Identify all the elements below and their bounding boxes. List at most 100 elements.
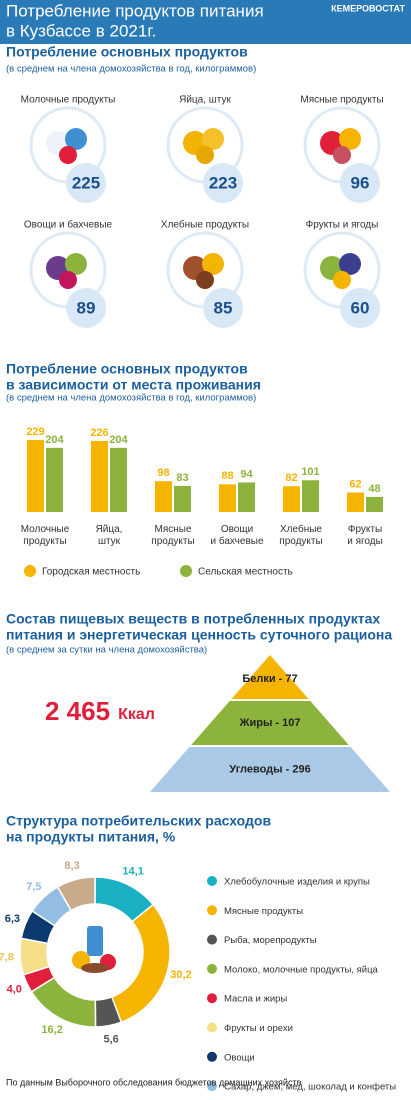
energy-value: 2 465	[45, 696, 110, 726]
product-icon	[65, 253, 87, 275]
section-title: Потребление основных продуктов	[6, 361, 248, 377]
legend-marker	[207, 1081, 217, 1092]
bar	[302, 480, 319, 512]
product-value: 60	[351, 298, 370, 317]
legend-marker	[207, 934, 217, 945]
bar-value: 82	[285, 472, 297, 484]
legend-label: Сахар, джем, мед, шоколад и конфеты	[224, 1082, 396, 1093]
section-title: Состав пищевых веществ в потребленных пр…	[6, 611, 380, 627]
legend-marker	[207, 876, 217, 886]
bar-value: 62	[349, 478, 361, 490]
legend-label: Овощи	[224, 1052, 255, 1063]
energy-unit: Ккал	[118, 706, 155, 723]
donut-slice	[110, 903, 171, 1024]
slice-label: 30,2	[170, 969, 191, 981]
bar-value: 229	[26, 426, 44, 438]
bar-value: 101	[301, 466, 319, 478]
product-label: Овощи и бахчевые	[24, 219, 113, 231]
section-title: Потребление основных продуктов	[6, 44, 248, 60]
legend-marker	[207, 1051, 217, 1062]
product-icon	[339, 128, 361, 150]
product-icon	[196, 146, 214, 164]
bar	[238, 482, 255, 512]
section-title: питания и энергетическая ценность суточн…	[6, 627, 392, 643]
bar	[174, 485, 191, 512]
section-subtitle: (в среднем на члена домохозяйства в год,…	[6, 393, 256, 404]
pyramid-level	[231, 655, 309, 699]
category-label: Овощи и бахчевые	[210, 524, 263, 547]
product-icon	[202, 128, 224, 150]
legend-label: Хлебобулочные изделия и крупы	[224, 877, 370, 888]
bar	[283, 486, 300, 512]
section-title: в зависимости от места проживания	[6, 377, 261, 393]
bar	[110, 447, 127, 512]
value-badge	[340, 163, 380, 203]
header-bar	[0, 0, 411, 44]
footer: По данным Выборочного обследования бюдже…	[6, 1077, 302, 1087]
section-title: на продукты питания, %	[6, 829, 176, 845]
legend-marker	[207, 905, 217, 916]
center-icon	[87, 926, 103, 956]
pyramid-label: Белки - 77	[242, 673, 297, 685]
slice-label: 7,5	[26, 881, 41, 893]
center-icon	[81, 963, 109, 973]
bar	[27, 440, 44, 512]
value-badge	[66, 163, 106, 203]
bar-value: 204	[109, 434, 128, 446]
bar-value: 204	[45, 434, 64, 446]
bar	[219, 484, 236, 512]
brand: КЕМЕРОВОСТАТ	[331, 3, 405, 13]
legend-marker	[207, 1022, 217, 1033]
bar	[347, 492, 364, 512]
category-label: Мясные продукты	[151, 524, 194, 547]
category-label: Яйца, штук	[96, 524, 123, 547]
slice-label: 6,3	[5, 913, 20, 925]
legend-label: Фрукты и орехи	[224, 1023, 293, 1034]
legend-marker	[207, 963, 217, 974]
bar	[91, 440, 108, 512]
product-value: 96	[351, 173, 370, 192]
slice-label: 16,2	[41, 1024, 62, 1036]
product-label: Мясные продукты	[300, 95, 383, 106]
product-label: Фрукты и ягоды	[306, 220, 379, 231]
legend-label: Масла и жиры	[224, 994, 287, 1005]
legend-marker	[24, 565, 36, 577]
product-label: Молочные продукты	[21, 95, 116, 106]
bar-value: 83	[176, 472, 188, 484]
pyramid-level	[191, 701, 349, 745]
legend-label: Молоко, молочные продукты, яйца	[224, 964, 379, 975]
header-title: в Кузбассе в 2021г.	[6, 21, 156, 40]
category-label: Фрукты и ягоды	[347, 524, 383, 547]
product-icon	[59, 146, 77, 164]
category-label: Молочные продукты	[21, 524, 70, 547]
legend-label: Мясные продукты	[224, 906, 303, 917]
bar-value: 98	[157, 467, 169, 479]
value-badge	[340, 288, 380, 328]
donut-slice	[56, 876, 96, 912]
product-icon	[59, 271, 77, 289]
bar	[366, 496, 383, 512]
value-badge	[203, 163, 243, 203]
header-title: Потребление продуктов питания	[6, 1, 264, 20]
pyramid-label: Жиры - 107	[239, 717, 301, 729]
product-icon	[333, 271, 351, 289]
value-badge	[203, 288, 243, 328]
legend-label: Городская местность	[42, 567, 140, 578]
bar-value: 48	[368, 483, 380, 495]
bar-value: 94	[240, 468, 253, 480]
category-label: Хлебные продукты	[279, 523, 322, 547]
legend-label: Рыба, морепродукты	[224, 935, 317, 946]
slice-label: 8,3	[64, 860, 79, 872]
product-value: 225	[72, 173, 100, 192]
pyramid-level	[150, 747, 390, 792]
product-icon	[196, 271, 214, 289]
bar-value: 226	[90, 427, 108, 439]
legend-label: Сельская местность	[198, 567, 293, 578]
slice-label: 5,6	[103, 1033, 118, 1045]
slice-label: 14,1	[122, 865, 143, 877]
product-icon	[333, 146, 351, 164]
section-title: Структура потребительских расходов	[6, 813, 271, 829]
product-value: 85	[214, 298, 233, 317]
